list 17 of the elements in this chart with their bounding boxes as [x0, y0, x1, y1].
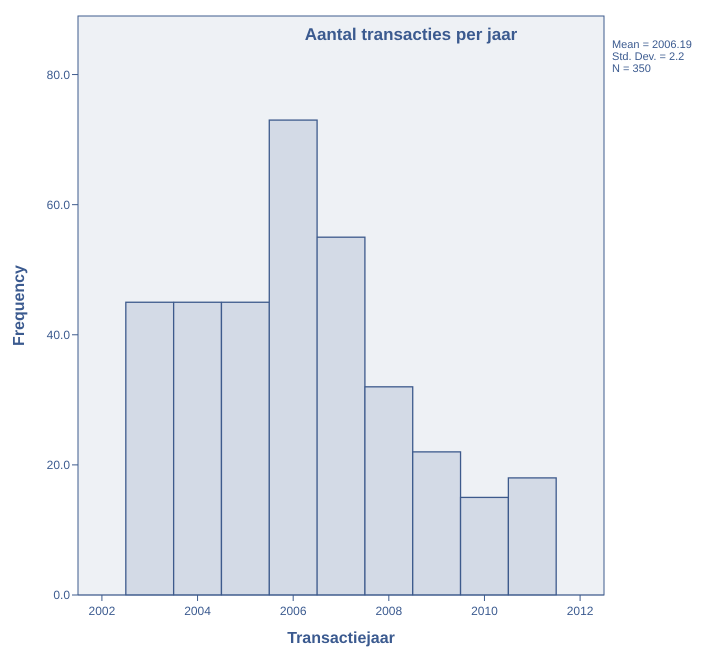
- y-tick-label: 60.0: [46, 198, 70, 212]
- x-tick-label: 2002: [88, 604, 116, 618]
- y-tick-label: 0.0: [53, 588, 70, 602]
- text: N = 350: [612, 63, 651, 75]
- x-tick-label: 2010: [471, 604, 498, 618]
- x-tick-label: 2004: [184, 604, 212, 618]
- x-axis-title: Transactiejaar: [287, 630, 395, 647]
- x-tick-label: 2012: [566, 604, 594, 618]
- x-tick-label: 2008: [375, 604, 402, 618]
- text: Aantal transacties per jaar: [304, 25, 518, 44]
- y-tick-label: 20.0: [46, 458, 70, 472]
- y-axis-title: Frequency: [11, 264, 28, 346]
- x-tick-label: 2006: [280, 604, 307, 618]
- text: Std. Dev. = 2.2: [612, 51, 684, 63]
- y-tick-label: 40.0: [46, 328, 70, 342]
- text: Mean = 2006.19: [612, 39, 692, 51]
- y-tick-label: 80.0: [46, 68, 70, 82]
